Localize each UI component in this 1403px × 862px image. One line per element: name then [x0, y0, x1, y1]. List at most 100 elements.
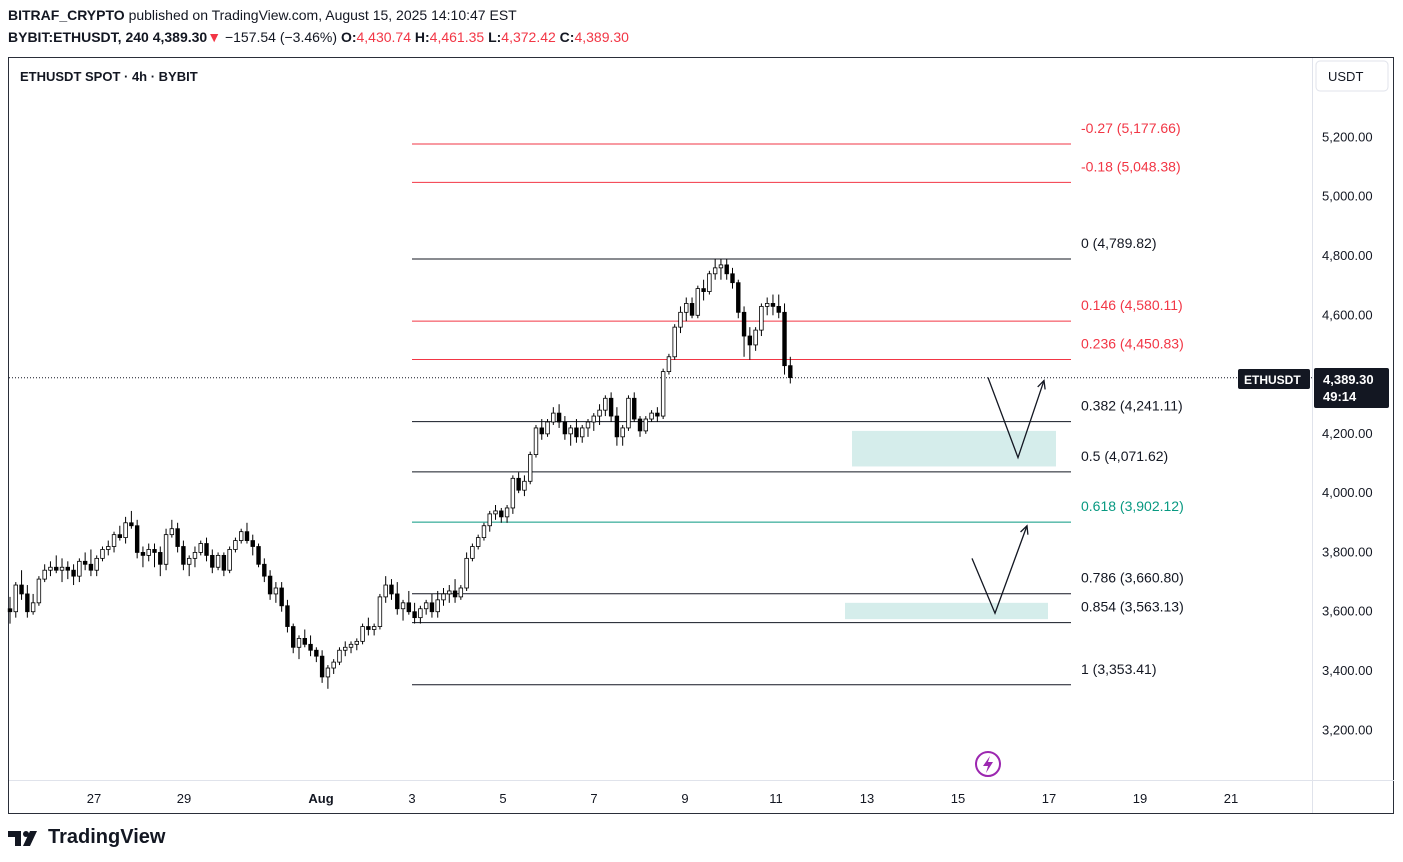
fib-level-label: 1 (3,353.41) — [1081, 661, 1157, 677]
footer: TradingView — [8, 826, 165, 849]
open-label: O: — [340, 29, 357, 45]
candle-up — [169, 528, 175, 536]
candle-down — [314, 649, 319, 657]
fib-level-label: -0.27 (5,177.66) — [1081, 120, 1181, 136]
candle-up — [435, 599, 440, 613]
candle-down — [244, 531, 250, 541]
fib-level-label: 0.236 (4,450.83) — [1081, 336, 1184, 352]
y-axis-tick-label: 5,000.00 — [1322, 189, 1373, 204]
publisher-name: BITRAF_CRYPTO — [8, 7, 125, 23]
candle-up — [36, 578, 42, 604]
candle-up — [649, 412, 654, 420]
candle-down — [291, 626, 296, 648]
candle-down — [65, 566, 70, 571]
fib-level-label: 0.146 (4,580.11) — [1081, 297, 1183, 313]
candle-down — [499, 510, 504, 518]
candle-up — [111, 534, 117, 547]
candle-up — [626, 397, 631, 429]
candle-down — [82, 560, 88, 565]
candle-down — [250, 540, 255, 547]
candle-up — [94, 557, 99, 571]
candle-down — [689, 303, 695, 316]
candle-down — [539, 427, 544, 435]
candle-up — [423, 602, 429, 610]
candle-up — [551, 412, 556, 423]
candle-down — [366, 626, 371, 630]
lightning-icon[interactable] — [975, 751, 1001, 777]
candle-up — [325, 667, 331, 678]
currency-button[interactable]: USDT — [1315, 60, 1389, 92]
candle-up — [331, 661, 336, 669]
y-axis-tick-label: 3,200.00 — [1322, 722, 1373, 737]
x-axis-tick-label: 11 — [769, 791, 783, 806]
candle-up — [42, 569, 47, 580]
candle-up — [522, 480, 527, 491]
candle-up — [360, 626, 365, 642]
candle-up — [707, 273, 712, 292]
y-axis-tick-label: 4,800.00 — [1322, 248, 1373, 263]
candle-up — [233, 540, 238, 550]
candle-up — [585, 421, 591, 429]
candle-up — [458, 587, 464, 598]
candle-down — [319, 655, 325, 678]
price-tag-symbol: ETHUSDT — [1244, 373, 1301, 387]
candle-up — [227, 549, 232, 571]
candle-down — [267, 575, 273, 595]
published-text: published on TradingView.com, August 15,… — [128, 7, 517, 23]
candle-down — [54, 566, 59, 571]
candle-up — [684, 303, 689, 313]
down-arrow-icon: ▼ — [207, 29, 222, 45]
candle-down — [701, 288, 706, 292]
candle-down — [782, 311, 787, 367]
candle-down — [88, 563, 94, 571]
candle-down — [19, 584, 24, 595]
candle-up — [695, 288, 701, 316]
candle-up — [163, 534, 169, 565]
y-axis-tick-label: 5,200.00 — [1322, 129, 1373, 144]
candle-down — [256, 546, 261, 565]
legend-title: ETHUSDT SPOT · 4h · BYBIT — [20, 69, 198, 84]
projection-arrowhead — [1020, 524, 1029, 535]
candle-up — [371, 626, 377, 630]
candle-down — [302, 637, 307, 645]
candle-down — [429, 602, 435, 613]
candle-down — [140, 552, 146, 556]
candle-down — [129, 522, 134, 527]
candle-up — [470, 546, 475, 559]
candle-down — [632, 397, 637, 420]
candle-down — [308, 643, 313, 651]
candle-up — [198, 543, 203, 553]
fib-level-label: -0.18 (5,048.38) — [1081, 158, 1181, 174]
candle-up — [354, 640, 359, 645]
y-axis-tick-label: 4,000.00 — [1322, 485, 1373, 500]
projection-path — [971, 525, 1028, 615]
x-axis-tick-label: 17 — [1042, 791, 1056, 806]
candle-up — [13, 584, 18, 613]
candle-down — [608, 397, 614, 417]
currency-label: USDT — [1328, 69, 1363, 84]
candle-up — [59, 566, 65, 571]
candle-up — [146, 549, 151, 556]
x-axis-tick-label: 29 — [177, 791, 191, 806]
candle-down — [516, 477, 521, 491]
candle-up — [712, 267, 718, 275]
candle-up — [337, 649, 342, 663]
candle-down — [412, 611, 417, 619]
candle-up — [666, 356, 672, 373]
publish-info: BITRAF_CRYPTO published on TradingView.c… — [8, 7, 517, 23]
candle-up — [441, 593, 446, 601]
fib-level-label: 0.382 (4,241.11) — [1081, 398, 1183, 414]
x-axis-tick-label: 3 — [408, 791, 415, 806]
candle-down — [747, 335, 753, 346]
fib-level-label: 0 (4,789.82) — [1081, 235, 1157, 251]
candle-down — [724, 264, 729, 275]
x-axis-tick-label: 15 — [951, 791, 965, 806]
symbol-label: BYBIT:ETHUSDT, 240 — [8, 29, 149, 45]
candle-up — [418, 608, 423, 619]
candle-up — [660, 371, 666, 417]
high-label: H: — [414, 29, 430, 45]
candle-down — [776, 305, 781, 313]
price-tag-price: 4,389.30 — [1323, 372, 1374, 387]
projection-arrowhead — [1037, 379, 1046, 390]
